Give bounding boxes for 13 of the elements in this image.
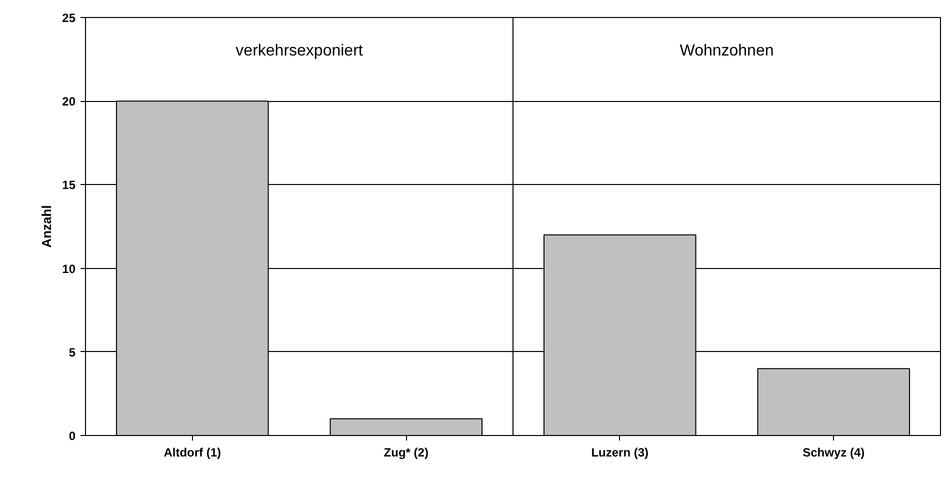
x-tick-label: Luzern (3): [591, 446, 649, 460]
y-axis-title: Anzahl: [39, 205, 54, 248]
x-tick-label: Zug* (2): [384, 446, 428, 460]
y-tick-label: 0: [68, 429, 76, 443]
annotation: Wohnzohnen: [680, 42, 774, 60]
y-tick-label: 10: [62, 262, 76, 276]
y-tick-label: 20: [62, 94, 76, 109]
y-tick-label: 5: [68, 345, 76, 360]
x-tick-label: Altdorf (1): [164, 446, 222, 460]
y-tick-label: 15: [62, 178, 76, 192]
y-tick-label: 25: [62, 11, 76, 25]
x-tick-label: Schwyz (4): [802, 446, 865, 460]
annotation: verkehrsexponiert: [236, 42, 364, 60]
